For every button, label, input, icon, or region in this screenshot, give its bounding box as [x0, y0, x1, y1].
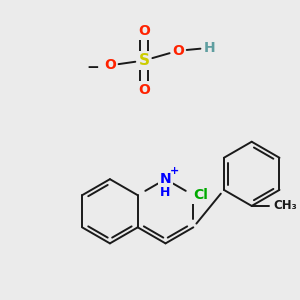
Text: CH₃: CH₃ [273, 200, 297, 212]
Text: N: N [160, 172, 171, 186]
Text: O: O [172, 44, 184, 58]
Text: +: + [170, 167, 179, 176]
Text: −: − [86, 60, 99, 75]
Text: O: O [104, 58, 116, 72]
Text: H: H [203, 41, 215, 55]
Text: H: H [160, 186, 171, 199]
Text: O: O [138, 83, 150, 97]
Text: S: S [139, 53, 149, 68]
Text: Cl: Cl [194, 188, 208, 202]
Text: O: O [138, 24, 150, 38]
